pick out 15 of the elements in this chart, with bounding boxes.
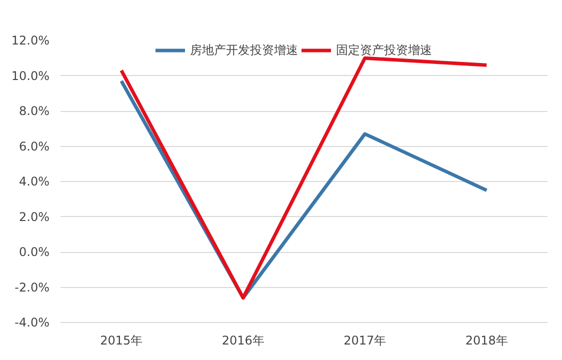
legend-label: 房地产开发投资增速: [190, 42, 298, 58]
y-tick-label: 6.0%: [19, 139, 50, 154]
y-tick-label: 12.0%: [11, 34, 50, 48]
x-tick-label: 2017年: [344, 334, 386, 348]
y-tick-label: 0.0%: [19, 245, 50, 259]
y-tick-label: -2.0%: [14, 280, 50, 294]
y-tick-label: 2.0%: [19, 210, 50, 224]
x-tick-label: 2016年: [222, 334, 264, 348]
y-tick-label: 10.0%: [11, 68, 50, 83]
y-tick-label: 4.0%: [19, 174, 50, 188]
y-tick-label: -4.0%: [14, 316, 50, 330]
x-tick-label: 2015年: [100, 334, 143, 348]
legend-label: 固定资产投资增速: [336, 42, 432, 58]
x-tick-label: 2018年: [465, 334, 508, 348]
y-tick-label: 8.0%: [19, 104, 50, 118]
